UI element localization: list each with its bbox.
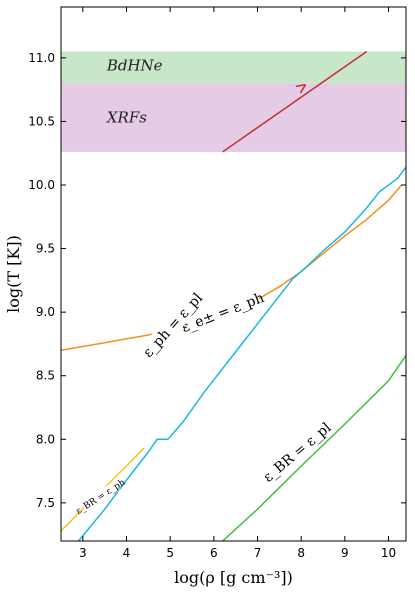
label-ebr-epl: ε_BR = ε_pl xyxy=(260,419,335,485)
label-ebr-epl-group: ε_BR = ε_pl xyxy=(260,419,335,485)
x-tick-label: 7 xyxy=(254,546,262,560)
ticks-layer: 3 4 5 6 7 8 9 10 7.5 8.0 8.5 9.0 9.5 10.0 10.5 11.0 xyxy=(28,7,406,560)
series-ebr-epl-line xyxy=(222,354,406,541)
x-tick-label: 5 xyxy=(166,546,174,560)
x-tick-label: 8 xyxy=(297,546,305,560)
x-axis-label: log(ρ [g cm⁻³]) xyxy=(174,568,293,587)
band-bdhne xyxy=(61,51,406,84)
y-tick-label: 8.5 xyxy=(36,369,55,383)
trajectory-arrow-line xyxy=(222,50,368,153)
arrow-layer xyxy=(222,50,368,153)
label-ebr-eph: ε_BR = ε_ph xyxy=(74,478,127,517)
label-e-pm-eph-bg xyxy=(182,289,263,335)
plot-frame xyxy=(60,6,407,542)
series-eph-epl-line xyxy=(77,166,406,541)
x-tick-label: 4 xyxy=(123,546,131,560)
y-tick-label: 8.0 xyxy=(36,432,55,446)
y-tick-label: 11.0 xyxy=(28,51,55,65)
y-tick-label: 7.5 xyxy=(36,496,55,510)
label-ebr-eph-group: ε_BR = ε_ph xyxy=(74,478,127,517)
band-label-xrfs: XRFs xyxy=(106,109,147,127)
trajectory-arrow-head xyxy=(295,83,307,94)
y-axis-label: log(T [K]) xyxy=(4,235,23,313)
y-tick-label: 9.5 xyxy=(36,242,55,256)
y-tick-label: 9.0 xyxy=(36,305,55,319)
band-label-bdhne: BdHNe xyxy=(106,56,163,74)
label-eph-epl-bg xyxy=(139,289,206,360)
label-ebr-epl-bg xyxy=(261,420,333,484)
label-ebr-eph-bg xyxy=(80,480,121,513)
band-xrfs xyxy=(61,83,406,152)
bands-layer: BdHNe XRFs xyxy=(61,51,406,152)
y-tick-label: 10.5 xyxy=(28,114,55,128)
series-e-pm-eph-line xyxy=(61,184,403,352)
x-tick-label: 6 xyxy=(210,546,218,560)
y-tick-label: 10.0 xyxy=(28,178,55,192)
labels-layer: ε_e± = ε_phε_ph = ε_plε_BR = ε_plε_BR = … xyxy=(74,289,335,517)
x-tick-label: 3 xyxy=(79,546,87,560)
x-tick-label: 10 xyxy=(381,546,396,560)
x-tick-label: 9 xyxy=(341,546,349,560)
